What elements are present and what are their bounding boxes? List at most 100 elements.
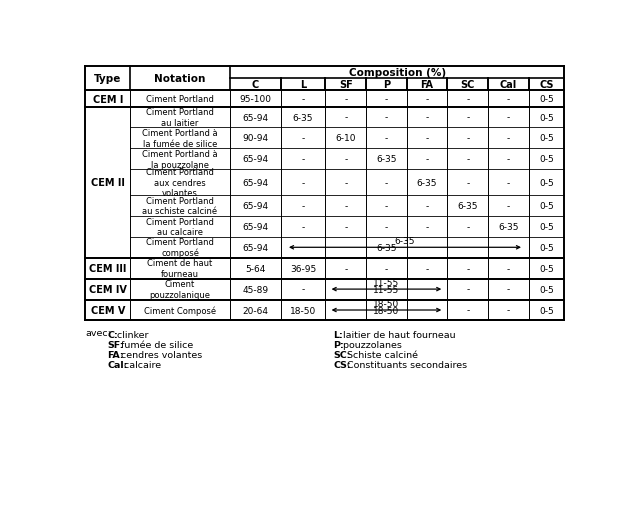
Text: P: P — [383, 80, 390, 90]
Text: -: - — [466, 155, 469, 164]
Text: 6-35: 6-35 — [376, 243, 397, 252]
Text: 0-5: 0-5 — [540, 178, 554, 187]
Text: 6-35: 6-35 — [376, 155, 397, 164]
Text: 0-5: 0-5 — [540, 134, 554, 143]
Text: -: - — [385, 222, 388, 232]
Text: -: - — [466, 114, 469, 122]
Text: -: - — [344, 95, 347, 104]
Text: 6-10: 6-10 — [335, 134, 356, 143]
Text: Type: Type — [94, 74, 122, 84]
Text: Composition (%): Composition (%) — [349, 68, 446, 78]
Text: clinker: clinker — [114, 330, 148, 339]
Text: -: - — [507, 134, 510, 143]
Text: L:: L: — [333, 330, 343, 339]
Text: CS: CS — [540, 80, 554, 90]
Text: -: - — [466, 306, 469, 315]
Text: -: - — [344, 155, 347, 164]
Text: 0-5: 0-5 — [540, 243, 554, 252]
Text: 0-5: 0-5 — [540, 264, 554, 273]
Text: -: - — [507, 114, 510, 122]
Text: CEM III: CEM III — [89, 264, 127, 274]
Text: -: - — [507, 95, 510, 104]
Text: -: - — [385, 178, 388, 187]
Text: -: - — [301, 285, 305, 294]
Text: -: - — [344, 264, 347, 273]
Text: 20-64: 20-64 — [242, 306, 268, 315]
Text: -: - — [385, 264, 388, 273]
Text: 65-94: 65-94 — [242, 243, 268, 252]
Text: -: - — [344, 178, 347, 187]
Text: 11-55: 11-55 — [373, 278, 399, 287]
Text: 0-5: 0-5 — [540, 202, 554, 211]
Text: C:: C: — [107, 330, 118, 339]
Text: 90-94: 90-94 — [242, 134, 268, 143]
Text: -: - — [425, 222, 429, 232]
Text: 45-89: 45-89 — [242, 285, 268, 294]
Text: Cal:: Cal: — [107, 360, 127, 369]
Text: 0-5: 0-5 — [540, 306, 554, 315]
Text: 0-5: 0-5 — [540, 222, 554, 232]
Text: 18-50: 18-50 — [373, 299, 399, 308]
Text: 65-94: 65-94 — [242, 222, 268, 232]
Text: 0-5: 0-5 — [540, 114, 554, 122]
Text: -: - — [344, 114, 347, 122]
Text: -: - — [466, 285, 469, 294]
Text: P:: P: — [333, 340, 344, 349]
Text: Ciment Portland: Ciment Portland — [146, 95, 214, 104]
Text: -: - — [507, 264, 510, 273]
Text: -: - — [301, 178, 305, 187]
Text: -: - — [466, 222, 469, 232]
Text: CEM II: CEM II — [91, 178, 125, 188]
Text: Cal: Cal — [500, 80, 517, 90]
Text: 6-35: 6-35 — [498, 222, 519, 232]
Text: -: - — [385, 134, 388, 143]
Text: SF:: SF: — [107, 340, 124, 349]
Text: Ciment Composé: Ciment Composé — [144, 306, 216, 315]
Text: FA:: FA: — [107, 350, 124, 359]
Text: pouzzolanes: pouzzolanes — [340, 340, 403, 349]
Text: 18-50: 18-50 — [290, 306, 316, 315]
Text: -: - — [507, 285, 510, 294]
Text: Ciment de haut
fourneau: Ciment de haut fourneau — [147, 259, 212, 278]
Text: 95-100: 95-100 — [239, 95, 271, 104]
Text: Ciment Portland
au calcaire: Ciment Portland au calcaire — [146, 217, 214, 237]
Text: avec:: avec: — [86, 328, 112, 337]
Text: -: - — [301, 222, 305, 232]
Text: -: - — [385, 202, 388, 211]
Text: CEM I: CEM I — [93, 94, 123, 104]
Text: -: - — [385, 114, 388, 122]
Text: 0-5: 0-5 — [540, 95, 554, 104]
Text: L: L — [300, 80, 306, 90]
Text: Ciment Portland
aux cendres
volantes: Ciment Portland aux cendres volantes — [146, 168, 214, 197]
Text: -: - — [301, 202, 305, 211]
Text: CS:: CS: — [333, 360, 351, 369]
Text: -: - — [425, 202, 429, 211]
Text: -: - — [466, 264, 469, 273]
Text: Ciment Portland à
la pouzzolane: Ciment Portland à la pouzzolane — [142, 150, 218, 169]
Text: CEM V: CEM V — [91, 305, 125, 316]
Text: SC: SC — [461, 80, 475, 90]
Text: -: - — [344, 202, 347, 211]
Text: -: - — [507, 178, 510, 187]
Text: 6-35: 6-35 — [417, 178, 437, 187]
Text: 0-5: 0-5 — [540, 285, 554, 294]
Text: -: - — [466, 178, 469, 187]
Text: 0-5: 0-5 — [540, 155, 554, 164]
Text: -: - — [301, 95, 305, 104]
Text: laitier de haut fourneau: laitier de haut fourneau — [340, 330, 456, 339]
Text: 36-95: 36-95 — [290, 264, 316, 273]
Text: -: - — [425, 114, 429, 122]
Text: 65-94: 65-94 — [242, 114, 268, 122]
Text: Schiste calciné: Schiste calciné — [344, 350, 418, 359]
Text: Ciment Portland
composé: Ciment Portland composé — [146, 238, 214, 258]
Text: Ciment Portland à
la fumée de silice: Ciment Portland à la fumée de silice — [142, 129, 218, 148]
Text: calcaire: calcaire — [121, 360, 161, 369]
Text: Ciment Portland
au laitier: Ciment Portland au laitier — [146, 108, 214, 127]
Text: 11-55: 11-55 — [373, 285, 399, 294]
Text: FA: FA — [420, 80, 434, 90]
Text: fumée de silice: fumée de silice — [118, 340, 193, 349]
Text: Constituants secondaires: Constituants secondaires — [344, 360, 467, 369]
Text: -: - — [507, 306, 510, 315]
Text: -: - — [301, 155, 305, 164]
Text: CEM IV: CEM IV — [89, 285, 127, 295]
